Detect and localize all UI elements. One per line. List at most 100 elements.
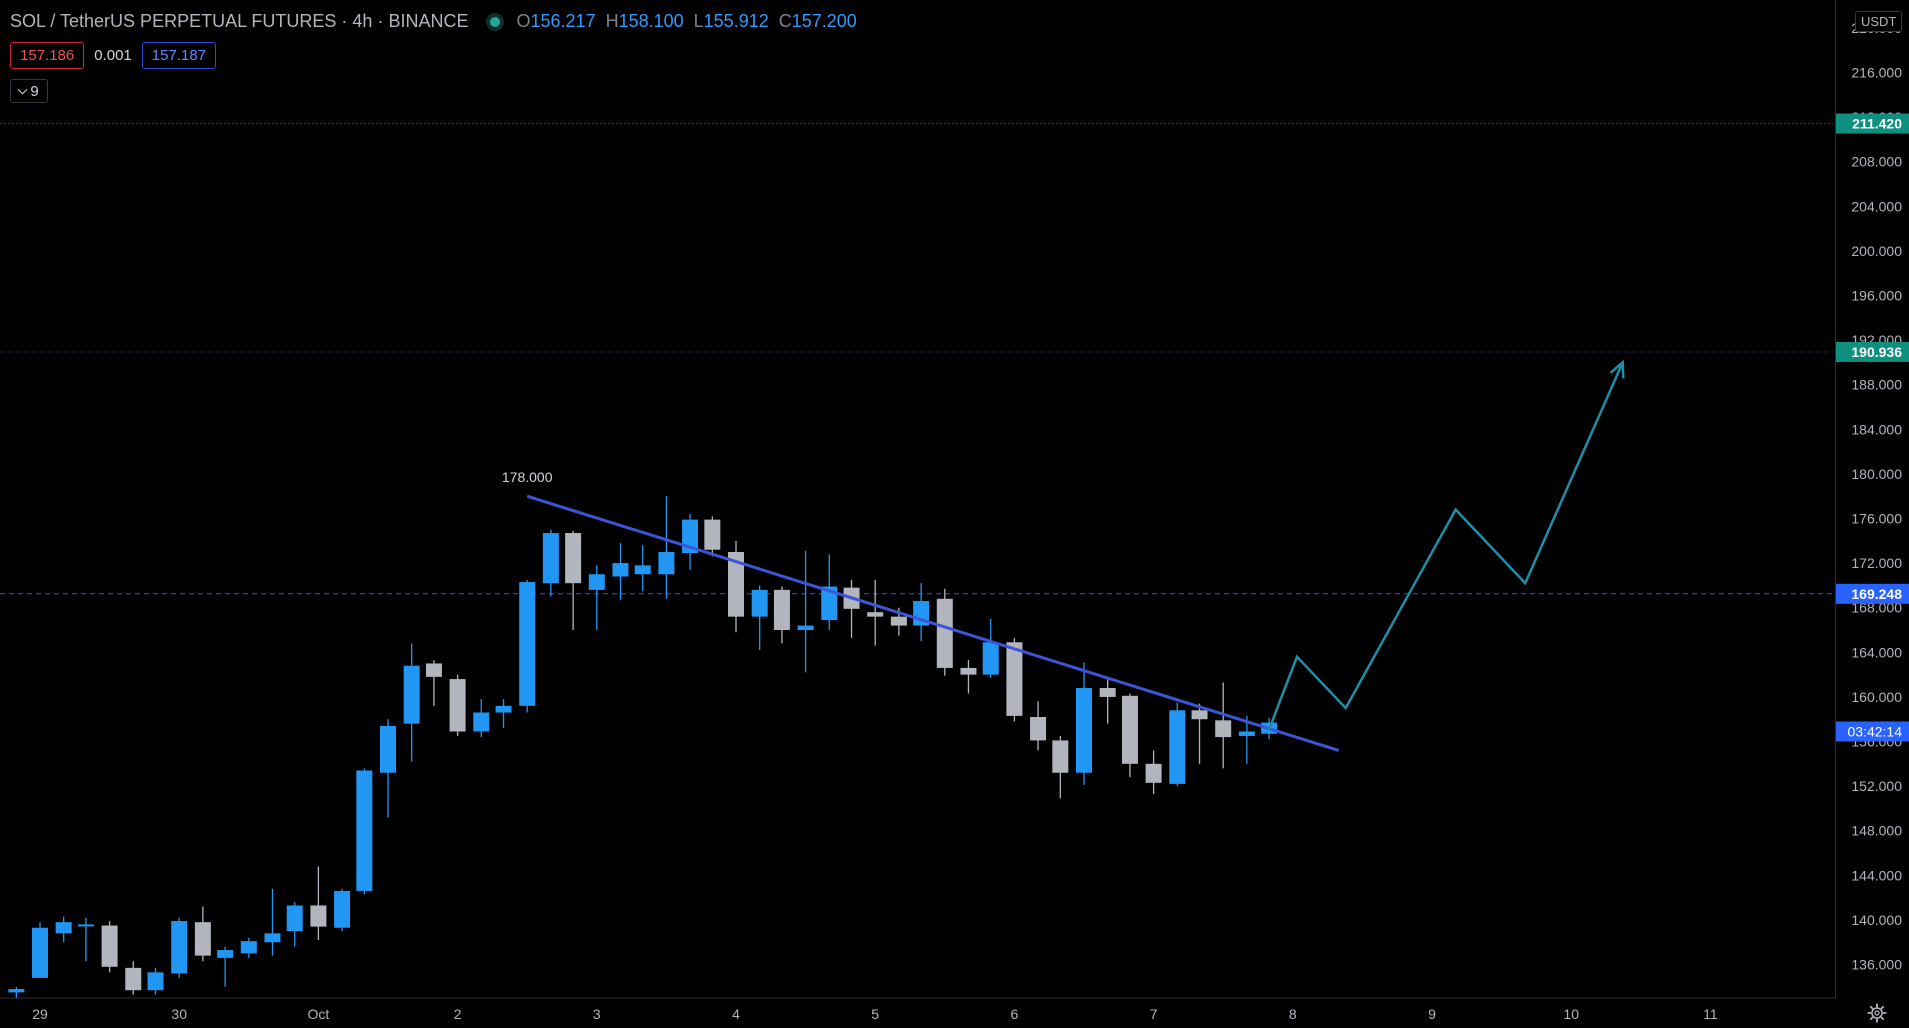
price-level-label: 211.420 [1852, 116, 1902, 132]
candle-body [658, 551, 675, 575]
candle-body [125, 967, 142, 991]
candle-body [310, 905, 327, 927]
y-tick-label: 176.000 [1851, 511, 1902, 527]
candle-body [1052, 740, 1069, 773]
candle-body [960, 667, 977, 675]
chart-area[interactable]: 29 30 Oct 2 3 4 5 6 7 8 9 10 11 178.000 [0, 0, 1835, 1022]
y-tick-label: 160.000 [1851, 689, 1902, 705]
candle-body [1145, 763, 1162, 783]
x-tick-label: 30 [171, 1006, 187, 1022]
candle-body [32, 927, 48, 978]
low-label: L [693, 11, 704, 31]
candle-body [1215, 720, 1232, 738]
candle-body [1099, 688, 1116, 697]
candle-body [1006, 642, 1023, 716]
x-tick-label: 9 [1428, 1006, 1436, 1022]
candle-body [334, 890, 351, 928]
close-label: C [778, 11, 792, 31]
candle-body [821, 586, 838, 620]
indicators-toggle[interactable]: 9 [10, 79, 48, 103]
chevron-down-icon [17, 84, 28, 94]
price-chart[interactable]: 29 30 Oct 2 3 4 5 6 7 8 9 10 11 178.000 [0, 0, 1835, 1028]
candle-body [1238, 731, 1255, 736]
gear-icon[interactable] [1866, 1002, 1888, 1024]
open-value: 156.217 [530, 11, 596, 31]
y-tick-label: 196.000 [1851, 287, 1902, 303]
y-tick-label: 164.000 [1851, 644, 1902, 660]
y-tick-label: 172.000 [1851, 555, 1902, 571]
countdown-tag [1836, 721, 1909, 742]
candle-body [867, 612, 884, 617]
descending-trendline [526, 494, 1340, 752]
candle-body [588, 574, 605, 590]
x-tick-label: 11 [1703, 1006, 1718, 1022]
y-tick-label: 204.000 [1851, 198, 1902, 214]
x-tick-label: 2 [454, 1006, 462, 1022]
x-tick-label: 3 [593, 1006, 601, 1022]
sell-price-button[interactable]: 157.186 [10, 42, 85, 69]
candle-body [1030, 716, 1047, 741]
candle-body [101, 925, 118, 967]
price-axis[interactable]: 136.000 140.000 144.000 148.000 152.000 156.0… [1835, 0, 1909, 998]
symbol-legend[interactable]: SOL / TetherUS PERPETUAL FUTURES · 4h · … [10, 11, 865, 32]
market-status-icon [490, 16, 501, 27]
candle-body [890, 616, 907, 626]
candle-body [264, 933, 281, 943]
y-tick-label: 184.000 [1851, 421, 1902, 437]
candle-body [380, 725, 396, 773]
price-axis-labels: 136.000140.000144.000148.000152.000156.0… [1836, 20, 1909, 973]
candle-body [356, 770, 373, 891]
candle-body [55, 922, 72, 934]
price-level-label: 169.248 [1851, 586, 1902, 602]
candle-body [1191, 710, 1208, 720]
candle-body [217, 950, 234, 958]
currency-selector[interactable]: USDT [1855, 11, 1903, 32]
x-tick-label: 5 [871, 1006, 879, 1022]
x-tick-label: 29 [32, 1006, 48, 1022]
countdown-label: 03:42:14 [1848, 723, 1903, 739]
candle-body [797, 625, 814, 631]
candle-body [425, 663, 442, 677]
x-tick-label: 8 [1289, 1006, 1297, 1022]
candle-body [612, 563, 629, 577]
x-tick-label: 10 [1563, 1006, 1579, 1022]
close-value: 157.200 [791, 11, 857, 31]
candle-body [473, 712, 490, 732]
x-tick-label: 4 [732, 1006, 740, 1022]
symbol-title[interactable]: SOL / TetherUS PERPETUAL FUTURES · 4h · … [10, 11, 469, 31]
y-tick-label: 148.000 [1851, 823, 1902, 839]
y-tick-label: 140.000 [1851, 912, 1902, 928]
y-tick-label: 136.000 [1851, 957, 1902, 973]
candle-body [171, 921, 188, 974]
candle-body [634, 565, 651, 575]
y-tick-label: 152.000 [1851, 778, 1902, 794]
y-tick-label: 200.000 [1851, 243, 1902, 259]
candle-body [936, 598, 953, 668]
candle-body [1076, 688, 1092, 773]
open-label: O [516, 11, 531, 31]
candle-body [240, 941, 257, 954]
candle-body [1169, 710, 1186, 784]
trade-prices: 157.186 0.001 157.187 [10, 42, 217, 69]
indicators-count: 9 [30, 82, 39, 100]
price-level-tag [1836, 113, 1909, 134]
candle-body [403, 665, 420, 724]
x-tick-label: Oct [308, 1006, 330, 1022]
x-tick-label: 6 [1011, 1006, 1019, 1022]
candle-body [77, 924, 94, 927]
y-tick-label: 208.000 [1851, 154, 1902, 170]
candle-body [982, 642, 999, 675]
projection-arrowhead [1609, 359, 1625, 379]
candle-body [704, 519, 721, 550]
buy-price-button[interactable]: 157.187 [141, 42, 217, 69]
candle-body [728, 551, 744, 617]
high-price-label: 178.000 [502, 469, 553, 485]
high-label: H [605, 11, 619, 31]
candle-body [194, 922, 211, 956]
candle-body [147, 972, 164, 991]
y-tick-label: 188.000 [1851, 377, 1902, 393]
y-tick-label: 144.000 [1851, 867, 1902, 883]
candle-body [519, 582, 536, 706]
candle-body [495, 705, 512, 713]
price-level-tag [1836, 583, 1909, 604]
